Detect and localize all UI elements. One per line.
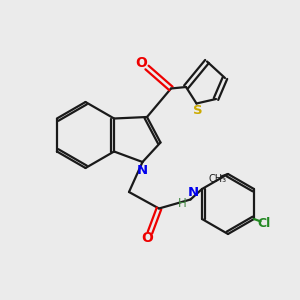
Text: S: S (193, 103, 203, 117)
Text: O: O (141, 231, 153, 245)
Text: CH₃: CH₃ (208, 173, 226, 184)
Text: Cl: Cl (258, 217, 271, 230)
Text: H: H (178, 196, 187, 210)
Text: O: O (136, 56, 148, 70)
Text: N: N (187, 186, 199, 200)
Text: N: N (136, 164, 148, 177)
